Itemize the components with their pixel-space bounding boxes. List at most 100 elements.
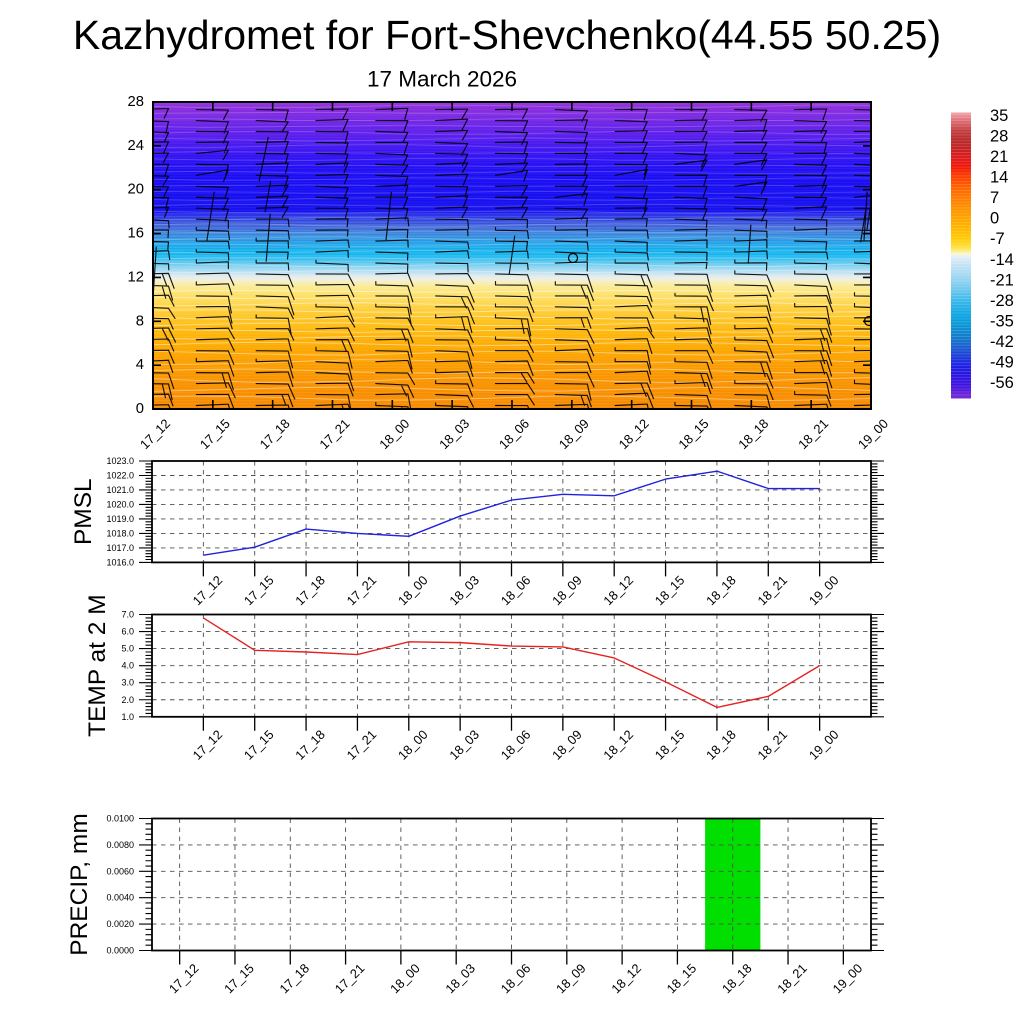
svg-text:8: 8 <box>136 313 144 329</box>
svg-text:18_18: 18_18 <box>703 727 739 763</box>
svg-text:0.0040: 0.0040 <box>106 893 134 903</box>
svg-text:18_15: 18_15 <box>652 727 688 763</box>
svg-text:0.0000: 0.0000 <box>106 946 134 956</box>
svg-text:5.0: 5.0 <box>121 644 134 654</box>
svg-text:19_00: 19_00 <box>806 573 842 609</box>
svg-text:19_00: 19_00 <box>806 727 842 763</box>
svg-text:18_12: 18_12 <box>600 573 636 609</box>
svg-text:0.0080: 0.0080 <box>106 840 134 850</box>
svg-text:17_15: 17_15 <box>197 416 233 452</box>
svg-text:18_12: 18_12 <box>608 961 644 997</box>
svg-text:28: 28 <box>128 94 144 110</box>
svg-text:19_00: 19_00 <box>829 961 865 997</box>
svg-text:-56: -56 <box>990 374 1014 392</box>
svg-text:18_09: 18_09 <box>553 961 589 997</box>
svg-text:17_18: 17_18 <box>276 961 312 997</box>
svg-text:18_12: 18_12 <box>600 727 636 763</box>
svg-text:18_18: 18_18 <box>735 416 771 452</box>
svg-text:17_18: 17_18 <box>292 573 328 609</box>
svg-text:1023.0: 1023.0 <box>106 456 134 466</box>
svg-text:-35: -35 <box>990 312 1014 330</box>
svg-text:18_03: 18_03 <box>446 573 482 609</box>
svg-text:4: 4 <box>136 357 144 373</box>
svg-text:17_21: 17_21 <box>316 416 352 452</box>
svg-text:18_18: 18_18 <box>719 961 755 997</box>
svg-text:-42: -42 <box>990 333 1014 351</box>
svg-text:12: 12 <box>128 269 144 285</box>
svg-text:1018.0: 1018.0 <box>106 528 134 538</box>
svg-text:18_12: 18_12 <box>616 416 652 452</box>
svg-text:-14: -14 <box>990 251 1014 269</box>
svg-text:1022.0: 1022.0 <box>106 470 134 480</box>
svg-text:Kazhydromet for Fort-Shevchenk: Kazhydromet for Fort-Shevchenko(44.55 50… <box>73 12 941 58</box>
svg-text:18_06: 18_06 <box>498 573 534 609</box>
svg-text:4.0: 4.0 <box>121 661 134 671</box>
svg-text:35: 35 <box>990 107 1008 125</box>
svg-text:18_09: 18_09 <box>549 573 585 609</box>
svg-text:18_06: 18_06 <box>498 961 534 997</box>
svg-text:0.0100: 0.0100 <box>106 814 134 824</box>
svg-text:7.0: 7.0 <box>121 610 134 620</box>
svg-text:17_21: 17_21 <box>344 573 380 609</box>
svg-text:3.0: 3.0 <box>121 678 134 688</box>
svg-text:18_00: 18_00 <box>376 416 412 452</box>
svg-text:PRECIP, mm: PRECIP, mm <box>66 813 93 956</box>
svg-text:17_21: 17_21 <box>332 961 368 997</box>
svg-text:18_03: 18_03 <box>436 416 472 452</box>
svg-text:28: 28 <box>990 127 1008 145</box>
svg-text:17_12: 17_12 <box>137 416 173 452</box>
svg-text:18_00: 18_00 <box>387 961 423 997</box>
svg-text:0.0020: 0.0020 <box>106 919 134 929</box>
svg-text:18_18: 18_18 <box>703 573 739 609</box>
svg-text:-28: -28 <box>990 292 1014 310</box>
svg-text:18_15: 18_15 <box>664 961 700 997</box>
svg-text:18_03: 18_03 <box>446 727 482 763</box>
svg-text:18_03: 18_03 <box>442 961 478 997</box>
svg-text:0: 0 <box>136 401 144 417</box>
svg-text:20: 20 <box>128 182 144 198</box>
svg-text:18_09: 18_09 <box>549 727 585 763</box>
svg-text:18_00: 18_00 <box>395 573 431 609</box>
svg-text:1016.0: 1016.0 <box>106 557 134 567</box>
svg-text:17_18: 17_18 <box>292 727 328 763</box>
svg-text:1.0: 1.0 <box>121 712 134 722</box>
svg-text:21: 21 <box>990 148 1008 166</box>
svg-text:-49: -49 <box>990 354 1014 372</box>
svg-text:1019.0: 1019.0 <box>106 514 134 524</box>
svg-text:24: 24 <box>128 138 144 154</box>
svg-text:18_09: 18_09 <box>556 416 592 452</box>
svg-text:17_15: 17_15 <box>221 961 257 997</box>
svg-text:19_00: 19_00 <box>855 416 891 452</box>
svg-text:18_00: 18_00 <box>395 727 431 763</box>
svg-text:PMSL: PMSL <box>70 478 97 545</box>
svg-text:17_12: 17_12 <box>189 573 225 609</box>
svg-text:18_21: 18_21 <box>754 727 790 763</box>
svg-text:6.0: 6.0 <box>121 627 134 637</box>
svg-text:18_06: 18_06 <box>496 416 532 452</box>
svg-text:18_21: 18_21 <box>774 961 810 997</box>
svg-text:17 March 2026: 17 March 2026 <box>367 67 517 92</box>
svg-text:2.0: 2.0 <box>121 695 134 705</box>
svg-text:1020.0: 1020.0 <box>106 499 134 509</box>
svg-text:17_18: 17_18 <box>257 416 293 452</box>
svg-text:0: 0 <box>990 210 999 228</box>
svg-text:18_21: 18_21 <box>795 416 831 452</box>
svg-text:18_15: 18_15 <box>652 573 688 609</box>
svg-text:17_12: 17_12 <box>189 727 225 763</box>
svg-text:14: 14 <box>990 169 1008 187</box>
svg-text:17_12: 17_12 <box>166 961 202 997</box>
svg-text:1017.0: 1017.0 <box>106 543 134 553</box>
svg-text:0.0060: 0.0060 <box>106 866 134 876</box>
svg-text:-21: -21 <box>990 271 1014 289</box>
svg-text:18_06: 18_06 <box>498 727 534 763</box>
svg-text:17_21: 17_21 <box>344 727 380 763</box>
svg-text:-7: -7 <box>990 230 1005 248</box>
svg-text:18_21: 18_21 <box>754 573 790 609</box>
svg-text:17_15: 17_15 <box>241 727 277 763</box>
svg-text:7: 7 <box>990 189 999 207</box>
svg-text:1021.0: 1021.0 <box>106 485 134 495</box>
svg-text:TEMP at 2 M: TEMP at 2 M <box>84 594 111 737</box>
svg-text:18_15: 18_15 <box>675 416 711 452</box>
svg-text:17_15: 17_15 <box>241 573 277 609</box>
svg-text:16: 16 <box>128 226 144 242</box>
